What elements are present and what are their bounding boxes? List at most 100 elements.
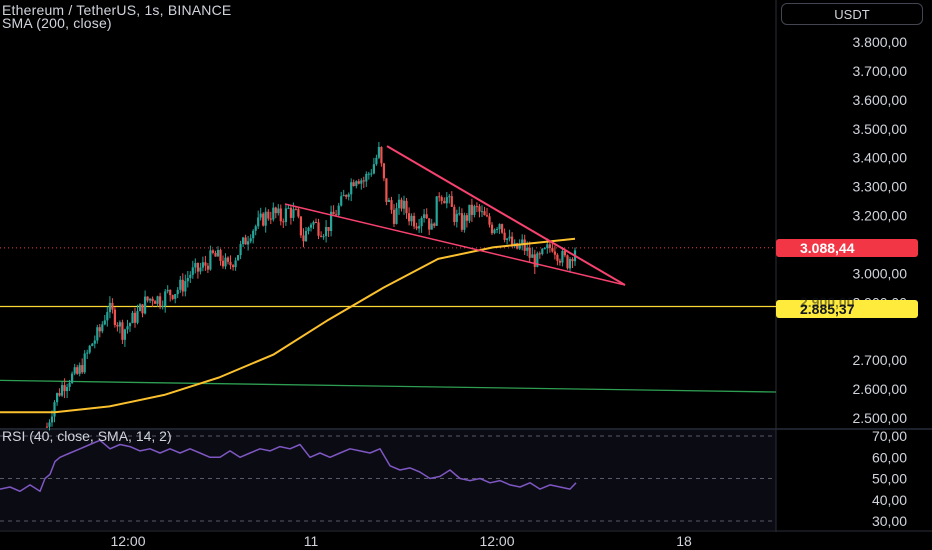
candle-body [299,216,302,236]
candle-body [269,218,272,220]
candlesticks [45,142,577,431]
price-axis-label: 3.000,00 [853,265,908,281]
candle-body [171,295,174,299]
candle-body [179,279,182,290]
candle-body [264,211,267,226]
candle-body [71,373,74,383]
candle-body [274,207,277,214]
candle-body [254,226,257,231]
candle-body [377,147,380,158]
candle-body [563,251,566,256]
candle-body [390,200,393,210]
candle-body [541,248,544,254]
candle-body [86,352,89,354]
candle-body [106,312,109,321]
candle-body [156,296,159,304]
candle-body [357,181,360,184]
candle-body [528,247,531,258]
candle-body [211,250,214,253]
candle-body [430,223,433,230]
candle-body [216,250,220,257]
candle-body [257,217,260,227]
candle-body [516,243,519,249]
price-axis-label: 2.600,00 [853,381,908,397]
candle-body [169,289,172,296]
candle-body [558,260,561,263]
candle-body [523,239,526,251]
candle-body [478,206,481,212]
candle-body [450,196,453,207]
rsi-axis-label: 30,00 [872,513,907,529]
candle-body [221,260,225,267]
price-axis-label: 3.300,00 [853,179,908,195]
candle-body [362,180,365,182]
candle-body [365,174,368,182]
candle-body [546,244,549,248]
candle-body [387,200,390,202]
candle-body [159,296,162,307]
candle-body [229,261,232,266]
candle-body [252,230,255,239]
candle-body [136,311,139,323]
candle-body [141,304,144,314]
chart-grid [0,0,932,532]
candle-body [146,296,149,301]
candle-body [272,207,275,220]
triangle-pattern [284,145,626,286]
candle-body [176,289,179,295]
candle-body [506,238,509,240]
price-axis-label: 3.200,00 [853,208,908,224]
candle-body [332,211,335,215]
candle-body [470,204,473,215]
currency-button[interactable]: USDT [781,3,923,25]
candle-body [423,214,426,218]
candle-body [367,173,370,175]
candle-body [493,229,496,234]
candle-body [189,274,192,278]
candle-body [113,309,116,325]
candle-body [335,214,338,216]
candle-body [287,207,290,209]
candle-body [561,251,564,263]
candle-body [123,329,126,340]
candle-body [455,213,458,222]
candle-body [483,211,486,216]
candle-body [501,224,504,233]
candle-body [131,312,134,324]
candle-body [330,211,333,231]
candle-body [304,230,308,242]
candle-body [428,218,431,230]
candle-body [405,200,408,214]
candle-body [48,422,51,427]
candle-body [149,298,152,301]
candle-body [468,204,471,221]
candle-body [473,206,476,215]
price-axis-label: 3.800,00 [853,34,908,50]
triangle-lower-line [284,203,626,286]
candle-body [556,254,559,261]
candle-body [397,199,401,209]
candle-body [408,213,411,222]
candle-body [402,200,406,209]
candle-body [543,247,546,249]
sma-legend: SMA (200, close) [2,15,112,31]
candle-body [465,215,468,221]
triangle-upper-line [386,145,626,286]
candle-body [284,208,287,222]
candle-body [508,236,511,239]
candle-body [327,227,330,231]
candle-body [538,253,541,255]
horizontal-lines [0,305,777,393]
pane-separator [0,428,932,430]
candle-body [204,262,207,266]
time-axis-label: 12:00 [479,533,514,549]
candle-body [347,194,350,197]
candle-body [445,197,448,204]
candle-body [108,302,111,313]
last-price-label: 3.088,44 [800,240,855,256]
candle-body [314,222,318,223]
candle-body [518,244,521,249]
candle-body [81,365,84,373]
candle-body [503,232,506,240]
